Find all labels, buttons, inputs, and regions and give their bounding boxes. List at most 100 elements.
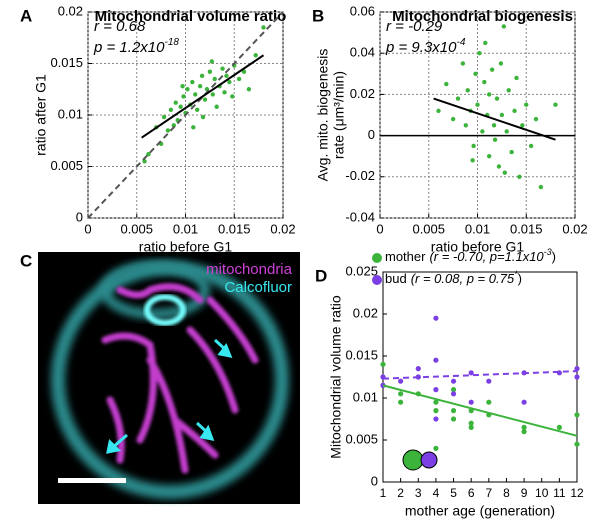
x-tick-label: 9 [521, 486, 528, 500]
y-tick-label: 0 [371, 473, 378, 488]
point [199, 73, 205, 79]
point [195, 107, 200, 113]
point [480, 129, 485, 134]
point [502, 170, 507, 175]
point [463, 123, 468, 128]
panel-label: D [315, 266, 327, 285]
point [556, 424, 562, 430]
y-axis-label: Avg. mito. biogenesis [315, 49, 331, 182]
point [465, 88, 470, 93]
point [574, 374, 580, 380]
trend-line [87, 11, 284, 219]
point [520, 123, 525, 128]
point [436, 108, 441, 114]
point [181, 94, 186, 99]
point [512, 108, 517, 114]
x-tick-label: 0.015 [218, 221, 251, 236]
annotation-text: p = 1.2x10 [93, 39, 165, 56]
panel-label: A [20, 6, 32, 25]
x-tick-label: 0.01 [465, 221, 490, 236]
point [491, 123, 497, 128]
point [200, 114, 206, 120]
point [236, 76, 242, 82]
annotation-text: p = 9.3x10 [385, 39, 457, 56]
x-tick-label: 8 [503, 486, 510, 500]
point [477, 51, 482, 56]
point [433, 416, 439, 422]
legend-calcofluor: Calcofluor [224, 279, 292, 296]
point [455, 96, 461, 101]
point [471, 143, 476, 149]
legend-name: bud [385, 271, 407, 286]
y-tick-label: 0.025 [345, 263, 378, 278]
point [501, 24, 507, 29]
point [524, 102, 529, 107]
annotation: p = 9.3x10-4 [385, 37, 466, 56]
annotation-exponent: -4 [456, 37, 465, 48]
point [433, 445, 439, 451]
point [521, 399, 527, 405]
point [538, 184, 544, 190]
point [444, 81, 449, 87]
point [468, 420, 474, 426]
legend-close: ) [518, 271, 522, 286]
y-tick-label: 0.005 [345, 431, 378, 446]
legend-name: mother [385, 249, 426, 264]
point [514, 75, 519, 81]
point [468, 399, 474, 405]
point [528, 143, 534, 149]
point [146, 151, 151, 157]
legend-entry: mother (r = -0.70, p=1.1x10-3) [385, 247, 556, 264]
point [161, 114, 167, 120]
legend-exponent: * [514, 269, 518, 279]
y-tick-label: 0 [76, 209, 83, 224]
point [210, 92, 215, 97]
point [261, 25, 266, 30]
y-tick-label: 0.02 [350, 86, 375, 101]
point [433, 399, 439, 405]
point [494, 96, 500, 101]
point [178, 104, 183, 109]
point [509, 149, 514, 155]
y-tick-label: 0.015 [345, 347, 378, 362]
point [165, 128, 171, 133]
point [486, 378, 492, 384]
annotation-text: r = 0.68 [94, 18, 146, 35]
y-tick-label: 0.015 [50, 55, 83, 70]
point [487, 154, 492, 159]
annotation: p = 1.2x10-18 [93, 37, 179, 56]
x-tick-label: 12 [570, 486, 584, 500]
point [241, 69, 247, 74]
point [482, 79, 487, 85]
annotation-text: r = -0.29 [386, 18, 443, 35]
y-tick-label: 0.01 [58, 106, 83, 121]
point [173, 100, 178, 105]
y-tick-label: 0.005 [50, 158, 83, 173]
legend-mitochondria: mitochondria [206, 261, 293, 278]
x-axis-label: ratio before G1 [139, 239, 233, 255]
trend-line [433, 97, 556, 141]
point [398, 391, 404, 397]
x-tick-label: 0.02 [562, 221, 587, 236]
point [433, 357, 439, 363]
point [486, 399, 492, 405]
point [209, 59, 215, 64]
point [227, 79, 232, 85]
point [193, 92, 198, 97]
y-axis-label: rate (μm³/min) [331, 71, 347, 159]
x-tick-label: 11 [553, 486, 566, 500]
point [498, 61, 504, 66]
point [450, 391, 457, 397]
x-tick-label: 0 [376, 221, 383, 236]
point [574, 441, 580, 447]
x-tick-label: 6 [468, 486, 475, 500]
point [398, 378, 404, 384]
point [533, 116, 539, 122]
point [433, 315, 439, 321]
point [521, 424, 527, 430]
point [450, 408, 457, 414]
point [468, 370, 474, 376]
x-axis-label: mother age (generation) [405, 503, 555, 519]
x-tick-label: 0.015 [510, 221, 543, 236]
